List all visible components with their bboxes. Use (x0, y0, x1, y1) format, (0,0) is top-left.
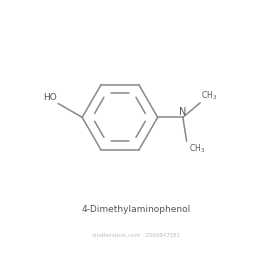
Text: HO: HO (43, 93, 57, 102)
Text: shutterstock.com · 2560847581: shutterstock.com · 2560847581 (92, 233, 180, 238)
Text: CH$_3$: CH$_3$ (188, 143, 205, 155)
Text: CH$_3$: CH$_3$ (202, 90, 218, 102)
Text: 4-Dimethylaminophenol: 4-Dimethylaminophenol (82, 205, 191, 214)
Text: N: N (179, 107, 186, 117)
